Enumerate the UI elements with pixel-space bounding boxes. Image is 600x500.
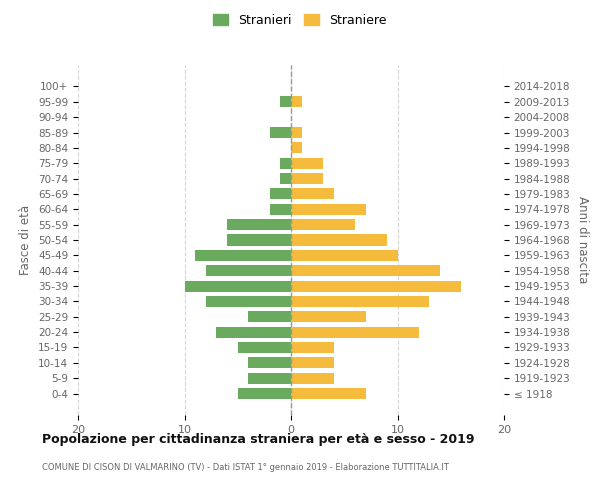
Bar: [270, 127, 291, 138]
Bar: [185, 280, 291, 291]
Bar: [291, 280, 461, 291]
Bar: [206, 265, 291, 276]
Bar: [270, 204, 291, 215]
Bar: [291, 234, 387, 246]
Bar: [291, 127, 302, 138]
Bar: [280, 96, 291, 108]
Bar: [291, 188, 334, 200]
Bar: [270, 188, 291, 200]
Bar: [206, 296, 291, 307]
Bar: [291, 312, 365, 322]
Bar: [291, 204, 365, 215]
Bar: [238, 388, 291, 399]
Bar: [291, 158, 323, 168]
Bar: [291, 250, 398, 261]
Bar: [280, 158, 291, 168]
Y-axis label: Anni di nascita: Anni di nascita: [575, 196, 589, 284]
Bar: [217, 326, 291, 338]
Y-axis label: Fasce di età: Fasce di età: [19, 205, 32, 275]
Text: Popolazione per cittadinanza straniera per età e sesso - 2019: Popolazione per cittadinanza straniera p…: [42, 432, 475, 446]
Bar: [227, 219, 291, 230]
Bar: [248, 372, 291, 384]
Bar: [291, 296, 430, 307]
Bar: [291, 142, 302, 154]
Bar: [291, 372, 334, 384]
Bar: [291, 173, 323, 184]
Bar: [280, 173, 291, 184]
Bar: [291, 358, 334, 368]
Bar: [227, 234, 291, 246]
Bar: [248, 358, 291, 368]
Bar: [195, 250, 291, 261]
Bar: [291, 388, 365, 399]
Text: COMUNE DI CISON DI VALMARINO (TV) - Dati ISTAT 1° gennaio 2019 - Elaborazione TU: COMUNE DI CISON DI VALMARINO (TV) - Dati…: [42, 462, 449, 471]
Bar: [291, 326, 419, 338]
Bar: [238, 342, 291, 353]
Legend: Stranieri, Straniere: Stranieri, Straniere: [208, 8, 392, 32]
Bar: [291, 219, 355, 230]
Bar: [248, 312, 291, 322]
Bar: [291, 265, 440, 276]
Bar: [291, 96, 302, 108]
Bar: [291, 342, 334, 353]
